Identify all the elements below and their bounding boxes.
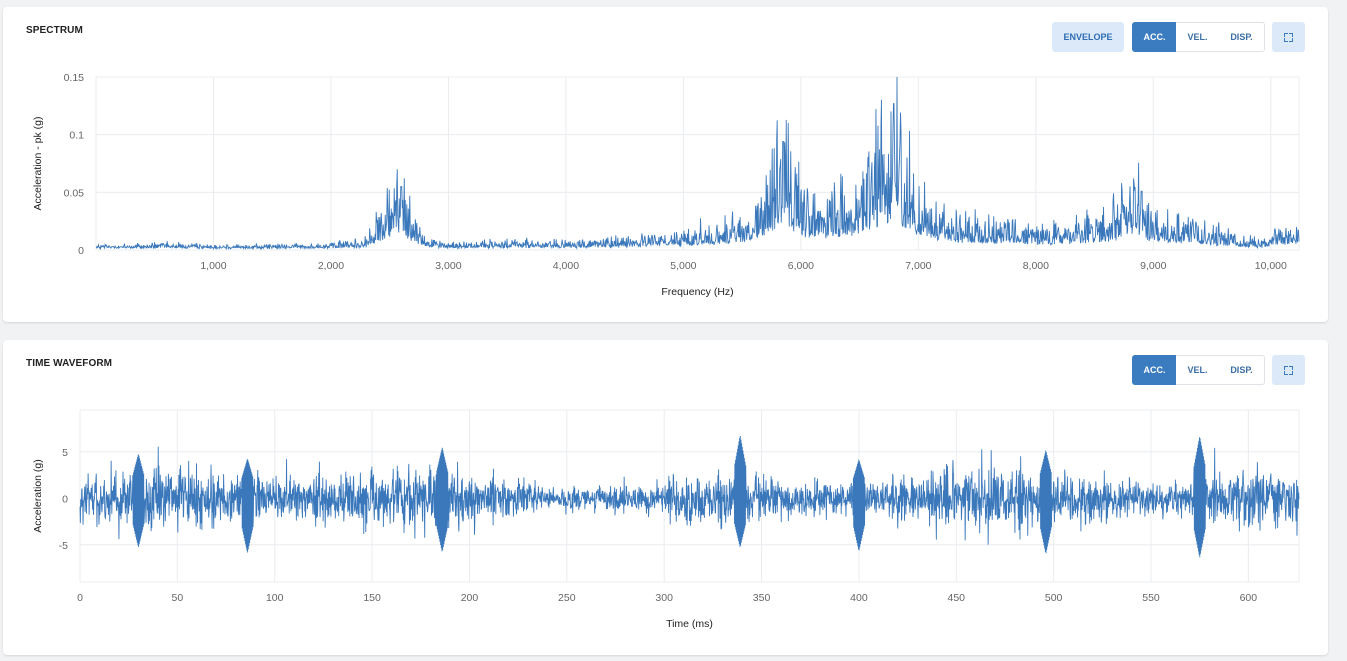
spectrum-vel-button[interactable]: VEL.: [1176, 22, 1220, 52]
y-tick-label: -5: [59, 540, 68, 552]
y-tick-label: 0: [62, 493, 68, 505]
y-tick-label: 5: [62, 447, 68, 459]
waveform-fullscreen-button[interactable]: [1272, 355, 1305, 385]
x-tick-label: 0: [77, 592, 83, 604]
x-tick-label: 5,000: [670, 260, 696, 272]
x-tick-label: 300: [655, 592, 673, 604]
fullscreen-icon: [1284, 365, 1293, 375]
waveform-panel: 0 50 100 150 200 250 300 350 400 450 500 550 600 -5 0 5…: [3, 340, 1328, 655]
spectrum-disp-button[interactable]: DISP.: [1219, 22, 1265, 52]
x-tick-label: 450: [948, 592, 966, 604]
x-tick-label: 6,000: [788, 260, 814, 272]
x-axis-label: Frequency (Hz): [661, 286, 733, 298]
x-tick-label: 1,000: [200, 260, 226, 272]
y-axis-label: Acceleration (g): [32, 459, 44, 533]
y-tick-label: 0.15: [64, 72, 85, 84]
spectrum-fullscreen-button[interactable]: [1272, 22, 1305, 52]
x-tick-label: 150: [363, 592, 381, 604]
y-tick-label: 0.1: [69, 130, 84, 142]
x-axis-label: Time (ms): [666, 618, 713, 630]
x-tick-label: 250: [558, 592, 576, 604]
x-tick-label: 550: [1142, 592, 1160, 604]
x-tick-label: 400: [850, 592, 868, 604]
x-tick-label: 7,000: [905, 260, 931, 272]
x-tick-label: 200: [461, 592, 479, 604]
fullscreen-icon: [1284, 32, 1293, 42]
x-tick-label: 3,000: [435, 260, 461, 272]
y-axis-label: Acceleration - pk (g): [32, 117, 44, 211]
y-tick-label: 0: [78, 245, 84, 257]
x-tick-label: 50: [172, 592, 184, 604]
waveform-acc-button[interactable]: ACC.: [1132, 355, 1177, 385]
waveform-series-line: [79, 435, 1300, 558]
envelope-button[interactable]: ENVELOPE: [1052, 22, 1124, 52]
y-tick-label: 0.05: [64, 187, 85, 199]
x-tick-label: 500: [1045, 592, 1063, 604]
x-tick-label: 2,000: [318, 260, 344, 272]
x-tick-label: 9,000: [1140, 260, 1166, 272]
spectrum-series-line: [95, 76, 1300, 251]
spectrum-acc-button[interactable]: ACC.: [1132, 22, 1177, 52]
x-tick-label: 4,000: [553, 260, 579, 272]
waveform-title: TIME WAVEFORM: [26, 358, 113, 369]
x-tick-label: 100: [266, 592, 284, 604]
x-tick-label: 350: [753, 592, 771, 604]
spectrum-panel: 1,000 2,000 3,000 4,000 5,000 6,000 7,000 8,000…: [3, 7, 1328, 322]
grid: [95, 76, 1300, 251]
waveform-chart: 0 50 100 150 200 250 300 350 400 450 500 550 600 -5 0 5…: [32, 409, 1300, 630]
x-tick-label: 8,000: [1023, 260, 1049, 272]
x-tick-label: 600: [1240, 592, 1258, 604]
spectrum-title: SPECTRUM: [26, 25, 83, 36]
x-tick-label: 10,000: [1255, 260, 1287, 272]
spectrum-chart: 1,000 2,000 3,000 4,000 5,000 6,000 7,000 8,000…: [32, 72, 1300, 298]
waveform-disp-button[interactable]: DISP.: [1219, 355, 1265, 385]
waveform-vel-button[interactable]: VEL.: [1176, 355, 1220, 385]
